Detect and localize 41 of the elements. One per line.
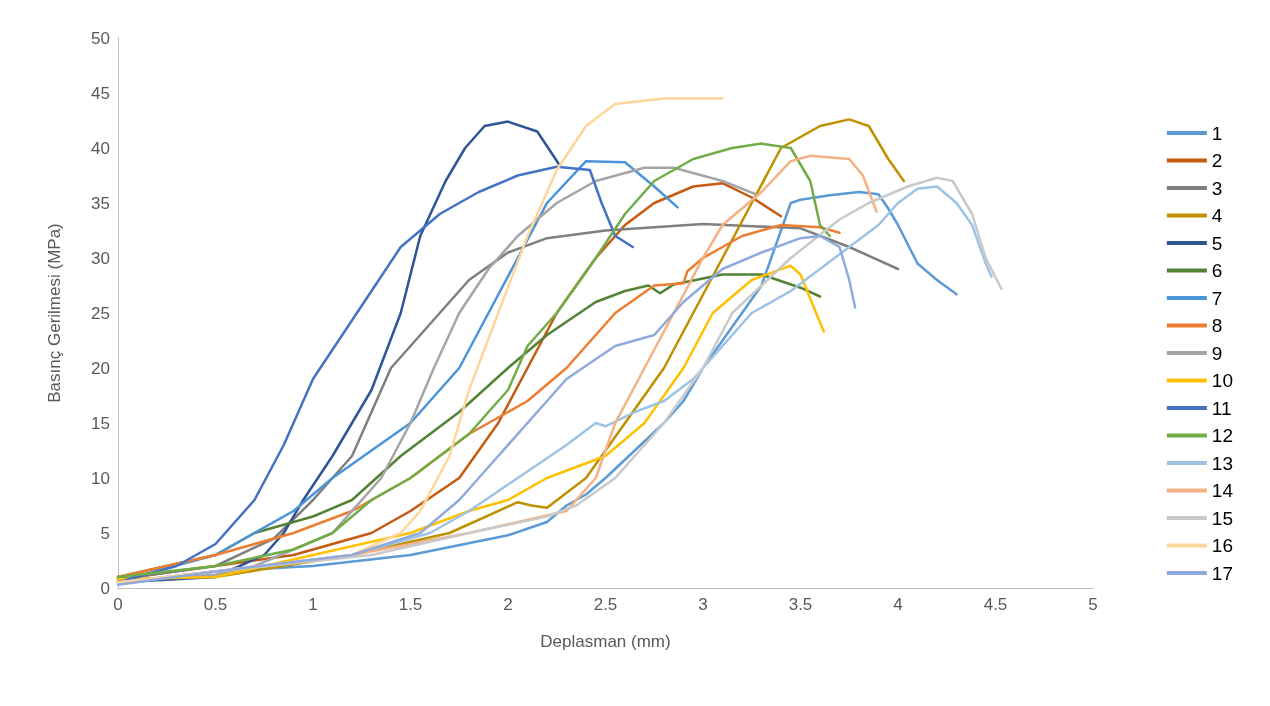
legend-label: 7 (1211, 287, 1223, 309)
x-tick-label: 3.5 (788, 595, 813, 614)
x-tick-label: 0.5 (203, 595, 228, 614)
legend-label: 4 (1211, 205, 1223, 226)
x-tick-label: 3 (698, 595, 708, 614)
x-tick-label: 4.5 (983, 595, 1008, 614)
y-tick-label: 40 (91, 138, 110, 158)
legend-label: 11 (1211, 397, 1232, 419)
legend-label: 14 (1211, 480, 1234, 501)
y-tick-label: 10 (91, 468, 110, 488)
x-tick-label: 4 (893, 595, 903, 614)
y-tick-label: 20 (91, 358, 110, 378)
legend-label: 15 (1211, 507, 1234, 529)
y-tick-label: 30 (91, 248, 110, 268)
x-tick-label: 1.5 (398, 595, 423, 614)
legend-label: 3 (1211, 177, 1223, 199)
y-tick-label: 25 (91, 303, 110, 323)
legend-label: 16 (1211, 535, 1234, 556)
legend-label: 12 (1211, 425, 1234, 446)
x-tick-label: 2 (503, 595, 513, 614)
legend-label: 17 (1211, 562, 1234, 584)
x-tick-label: 0 (113, 595, 123, 614)
x-tick-label: 5 (1088, 595, 1098, 614)
x-tick-label: 1 (308, 595, 318, 614)
x-axis-title: Deplasman (mm) (540, 632, 671, 651)
y-tick-label: 15 (91, 413, 110, 433)
x-tick-label: 2.5 (593, 595, 618, 614)
y-tick-label: 5 (100, 523, 110, 543)
y-tick-label: 0 (100, 578, 110, 598)
legend-label: 13 (1211, 452, 1234, 474)
legend-label: 9 (1211, 342, 1223, 364)
legend-label: 2 (1211, 150, 1223, 171)
legend-label: 8 (1211, 315, 1223, 336)
y-tick-label: 35 (91, 193, 110, 213)
legend-label: 1 (1211, 122, 1223, 144)
y-tick-label: 45 (91, 83, 110, 103)
legend-label: 5 (1211, 232, 1223, 254)
y-axis-title: Basınç Gerilmesi (MPa) (45, 223, 64, 403)
y-tick-label: 50 (91, 28, 110, 48)
legend-label: 10 (1211, 370, 1234, 391)
legend-label: 6 (1211, 260, 1223, 281)
